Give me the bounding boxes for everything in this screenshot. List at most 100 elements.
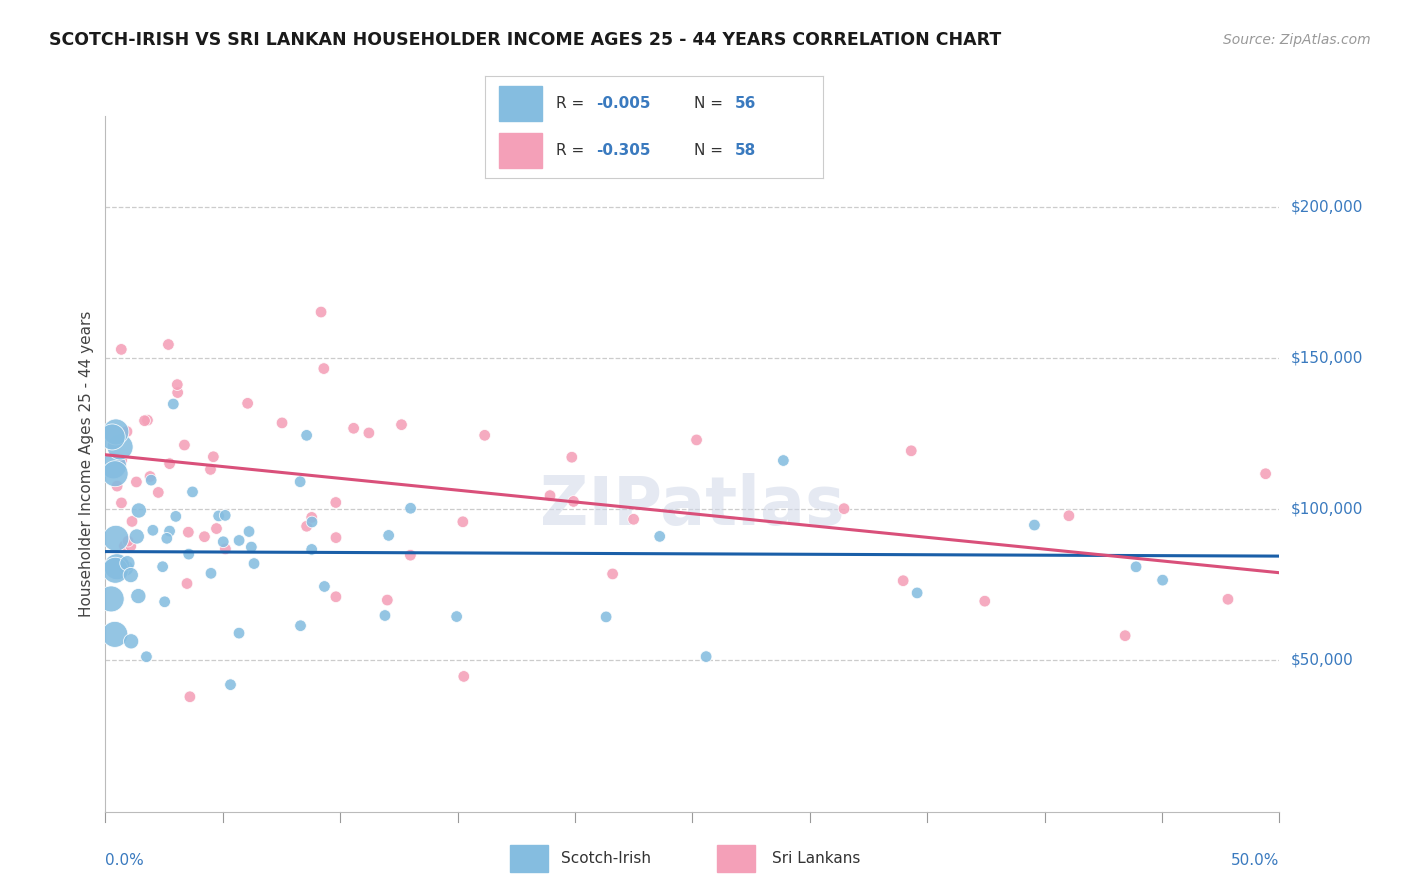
Point [602, 566, 624, 581]
Point [166, 377, 188, 392]
Bar [510, 846, 548, 872]
Point [214, 541, 236, 556]
Point [900, 443, 922, 458]
Point [374, 608, 396, 623]
Text: $100,000: $100,000 [1291, 501, 1362, 516]
Point [301, 515, 323, 529]
Point [162, 397, 184, 411]
Bar [499, 133, 543, 168]
Point [236, 396, 259, 410]
Point [115, 425, 138, 439]
Point [309, 305, 332, 319]
Point [301, 510, 323, 524]
Point [453, 669, 475, 683]
Text: 50.0%: 50.0% [1232, 854, 1279, 869]
Point [301, 542, 323, 557]
Point [108, 440, 131, 454]
Point [165, 509, 187, 524]
Point [110, 343, 132, 357]
Point [141, 473, 163, 487]
Point [125, 475, 148, 489]
Point [375, 593, 398, 607]
Point [973, 594, 995, 608]
Point [166, 385, 188, 400]
Point [312, 361, 335, 376]
Point [200, 566, 222, 581]
Point [120, 634, 142, 648]
Text: 0.0%: 0.0% [105, 854, 145, 869]
Point [238, 524, 260, 539]
Text: 58: 58 [735, 144, 756, 158]
Text: Sri Lankans: Sri Lankans [772, 851, 860, 866]
Point [159, 524, 181, 538]
Point [562, 494, 585, 508]
Point [120, 539, 142, 553]
Point [295, 519, 318, 533]
Point [451, 515, 474, 529]
Text: R =: R = [555, 95, 589, 111]
Point [125, 529, 148, 543]
Point [357, 425, 380, 440]
Bar [717, 846, 755, 872]
Point [142, 523, 165, 537]
Point [112, 539, 135, 553]
Point [115, 561, 138, 575]
Point [177, 525, 200, 540]
Point [905, 586, 928, 600]
Point [104, 531, 127, 545]
Point [623, 512, 645, 526]
Point [561, 450, 583, 465]
Point [243, 557, 266, 571]
Point [208, 508, 231, 523]
Point [891, 574, 914, 588]
Text: -0.005: -0.005 [596, 95, 651, 111]
Point [399, 548, 422, 562]
Point [135, 649, 157, 664]
Point [1125, 559, 1147, 574]
Point [212, 534, 235, 549]
Text: $150,000: $150,000 [1291, 351, 1362, 366]
Point [139, 469, 162, 483]
Point [136, 413, 159, 427]
Point [832, 501, 855, 516]
Point [648, 529, 671, 543]
Text: -0.305: -0.305 [596, 144, 651, 158]
Bar [499, 87, 543, 121]
Point [103, 458, 125, 473]
Point [325, 495, 347, 509]
Point [399, 501, 422, 516]
Point [214, 508, 236, 523]
Point [159, 457, 181, 471]
Point [117, 534, 139, 549]
Point [127, 589, 149, 603]
Text: N =: N = [695, 95, 728, 111]
Text: 56: 56 [735, 95, 756, 111]
Point [474, 428, 496, 442]
Point [228, 533, 250, 548]
Point [120, 568, 142, 582]
Text: Source: ZipAtlas.com: Source: ZipAtlas.com [1223, 33, 1371, 47]
Point [134, 414, 156, 428]
Point [391, 417, 413, 432]
Point [595, 610, 617, 624]
Point [228, 626, 250, 640]
Point [538, 489, 561, 503]
Point [205, 522, 228, 536]
Point [325, 531, 347, 545]
Point [173, 438, 195, 452]
Point [121, 515, 143, 529]
Point [1216, 592, 1239, 607]
Text: R =: R = [555, 144, 589, 158]
Point [181, 484, 204, 499]
Point [104, 627, 127, 641]
Text: Scotch-Irish: Scotch-Irish [561, 851, 651, 866]
Point [153, 595, 176, 609]
Point [177, 547, 200, 561]
Point [101, 430, 124, 444]
Point [772, 453, 794, 467]
Point [117, 556, 139, 570]
Point [200, 462, 222, 476]
Point [288, 475, 311, 489]
Point [1057, 508, 1080, 523]
Point [104, 467, 127, 481]
